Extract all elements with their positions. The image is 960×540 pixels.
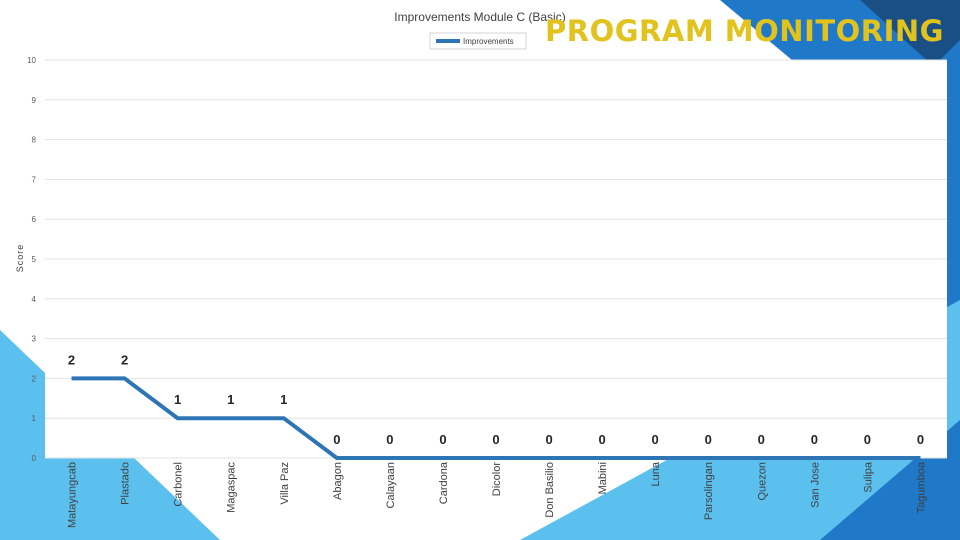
x-tick-label: Cardona [438, 461, 450, 504]
data-label: 0 [439, 432, 446, 447]
x-tick-label: Tagumboa [915, 461, 927, 513]
data-label: 1 [227, 392, 234, 407]
program-monitoring-banner: PROGRAM MONITORING [545, 14, 944, 48]
x-tick-label: Sulipa [862, 461, 874, 492]
x-tick-label: Abagon [332, 462, 344, 500]
data-label: 0 [599, 432, 606, 447]
data-label: 0 [652, 432, 659, 447]
data-label: 1 [280, 392, 287, 407]
data-label: 0 [492, 432, 499, 447]
data-label: 0 [386, 432, 393, 447]
y-tick-label: 8 [32, 136, 37, 145]
data-label: 2 [121, 352, 128, 367]
x-tick-label: Quezon [756, 462, 768, 501]
data-label: 2 [68, 352, 75, 367]
legend-box [429, 32, 527, 50]
data-label: 1 [174, 392, 181, 407]
data-label: 0 [864, 432, 871, 447]
x-tick-label: Don Basilio [544, 462, 556, 518]
y-tick-label: 10 [27, 56, 36, 65]
data-label: 0 [758, 432, 765, 447]
x-tick-label: Calayaan [385, 462, 397, 508]
data-label: 0 [545, 432, 552, 447]
data-label: 0 [811, 432, 818, 447]
x-tick-label: San Jose [809, 462, 821, 508]
x-tick-label: Carbonel [173, 462, 185, 507]
y-tick-label: 6 [32, 215, 37, 224]
data-label: 0 [917, 432, 924, 447]
y-tick-label: 9 [32, 96, 37, 105]
y-tick-label: 2 [32, 374, 37, 383]
x-tick-label: Parsolingan [703, 462, 715, 520]
data-label: 0 [333, 432, 340, 447]
x-tick-label: Dicolor [491, 462, 503, 497]
y-tick-label: 1 [32, 414, 37, 423]
legend-entry: Improvements [463, 37, 514, 46]
x-tick-label: Mabini [597, 462, 609, 494]
y-tick-label: 3 [32, 335, 37, 344]
chart-title: Improvements Module C (Basic) [394, 10, 565, 24]
y-tick-label: 5 [32, 255, 37, 264]
series-line-0 [71, 376, 921, 460]
y-tick-label: 0 [32, 454, 37, 463]
data-label: 0 [705, 432, 712, 447]
y-tick-label: 7 [32, 175, 37, 184]
x-tick-label: Villa Paz [279, 462, 291, 505]
x-tick-label: Luna [650, 461, 662, 486]
x-tick-label: Plastado [120, 462, 132, 505]
legend: Improvements [429, 32, 527, 50]
x-tick-label: Magaspac [226, 462, 238, 513]
y-axis-label: Score [15, 244, 25, 273]
x-tick-label: Matayungcab [67, 462, 79, 528]
y-tick-label: 4 [32, 295, 37, 304]
